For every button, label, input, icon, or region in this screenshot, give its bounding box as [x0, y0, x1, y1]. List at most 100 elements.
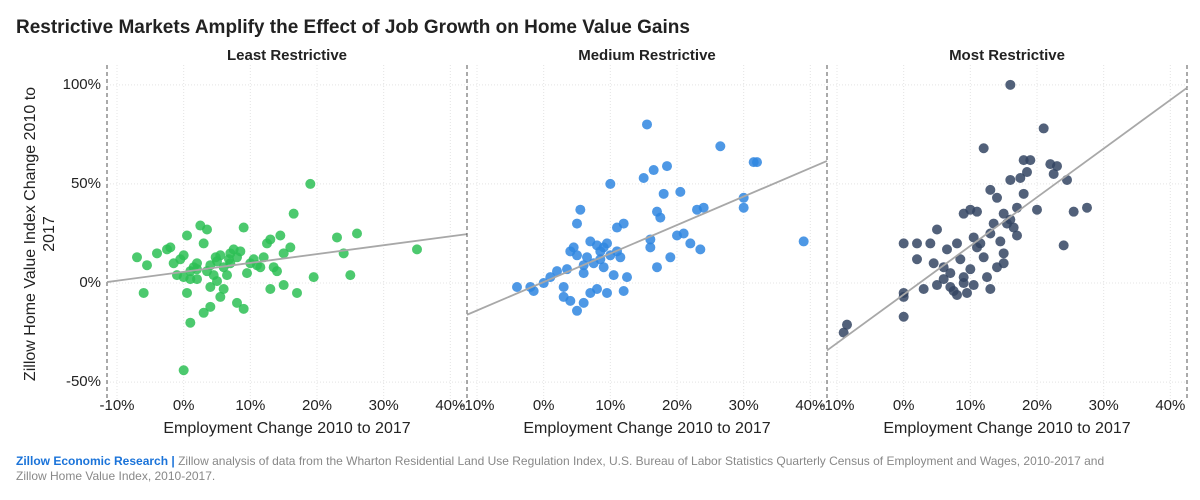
chart-title: Restrictive Markets Amplify the Effect o… — [16, 17, 690, 38]
point — [952, 289, 962, 300]
point — [738, 202, 749, 213]
panel-title: Medium Restrictive — [578, 47, 716, 64]
point — [978, 143, 989, 154]
point — [898, 311, 909, 322]
point — [242, 268, 252, 279]
x-tick-label: 20% — [1022, 397, 1052, 414]
y-tick-label: 0% — [79, 274, 101, 291]
x-tick-label: 10% — [955, 397, 985, 414]
y-tick-label: -50% — [66, 373, 101, 390]
point — [565, 295, 576, 306]
point — [258, 252, 269, 263]
point — [932, 224, 942, 235]
x-tick-label: 10% — [595, 397, 625, 414]
point — [1038, 123, 1049, 134]
trend-line — [466, 160, 828, 316]
point — [652, 262, 662, 273]
point — [622, 272, 632, 283]
y-tick-label: 100% — [63, 76, 101, 93]
x-tick-label: 40% — [1155, 397, 1185, 414]
point — [968, 280, 979, 291]
point — [352, 228, 362, 239]
point — [608, 270, 619, 281]
point — [198, 238, 209, 249]
point — [1032, 204, 1042, 215]
point — [1022, 167, 1032, 178]
point — [215, 291, 226, 302]
point — [212, 276, 222, 287]
point — [1052, 161, 1062, 172]
point — [1068, 206, 1079, 217]
point — [598, 262, 609, 273]
point — [975, 238, 986, 249]
x-tick-label: 0% — [533, 397, 555, 414]
point — [1018, 188, 1029, 199]
point — [842, 319, 852, 330]
x-tick-label: 0% — [893, 397, 915, 414]
point — [1005, 214, 1016, 225]
point — [285, 242, 296, 253]
footer: Zillow Economic Research | Zillow analys… — [16, 454, 1136, 484]
point — [412, 244, 422, 255]
point — [178, 365, 189, 376]
point — [165, 242, 176, 253]
point — [945, 268, 956, 279]
point — [942, 244, 952, 255]
point — [235, 246, 246, 257]
x-tick-label: 20% — [302, 397, 332, 414]
point — [605, 178, 616, 189]
point — [238, 222, 249, 233]
panel-title: Most Restrictive — [949, 47, 1065, 64]
point — [558, 282, 569, 293]
point — [202, 224, 212, 235]
point — [278, 248, 289, 259]
point — [615, 252, 626, 263]
point — [512, 282, 522, 293]
point — [592, 283, 602, 294]
point — [1082, 202, 1092, 213]
point — [998, 208, 1009, 219]
point — [265, 234, 276, 245]
point — [568, 242, 579, 253]
x-tick-label: 20% — [662, 397, 692, 414]
point — [292, 287, 302, 298]
point — [898, 238, 909, 249]
point — [152, 248, 162, 259]
point — [602, 238, 612, 249]
point — [798, 236, 809, 247]
point — [572, 250, 582, 261]
point — [685, 238, 696, 249]
point — [955, 254, 966, 265]
point — [995, 236, 1006, 247]
point — [985, 184, 996, 195]
point — [332, 232, 342, 243]
point — [965, 264, 976, 275]
point — [918, 283, 929, 294]
point — [232, 297, 242, 308]
point — [938, 274, 949, 285]
point — [182, 287, 192, 298]
point — [968, 232, 979, 243]
point — [278, 280, 289, 291]
point — [345, 270, 356, 281]
point — [178, 250, 189, 261]
point — [675, 186, 686, 197]
point — [642, 119, 652, 130]
point — [1025, 155, 1036, 166]
point — [838, 327, 849, 338]
point — [695, 244, 706, 255]
point — [572, 218, 582, 229]
y-axis-label: Zillow Home Value Index Change 2010 to 2… — [22, 86, 58, 382]
point — [185, 274, 196, 285]
point — [1005, 174, 1016, 185]
point — [602, 287, 612, 298]
x-tick-label: 0% — [173, 397, 195, 414]
point — [1048, 169, 1059, 180]
point — [978, 252, 989, 263]
point — [932, 280, 942, 291]
x-tick-label: 30% — [729, 397, 759, 414]
x-tick-label: -10% — [99, 397, 134, 414]
point — [992, 192, 1002, 203]
